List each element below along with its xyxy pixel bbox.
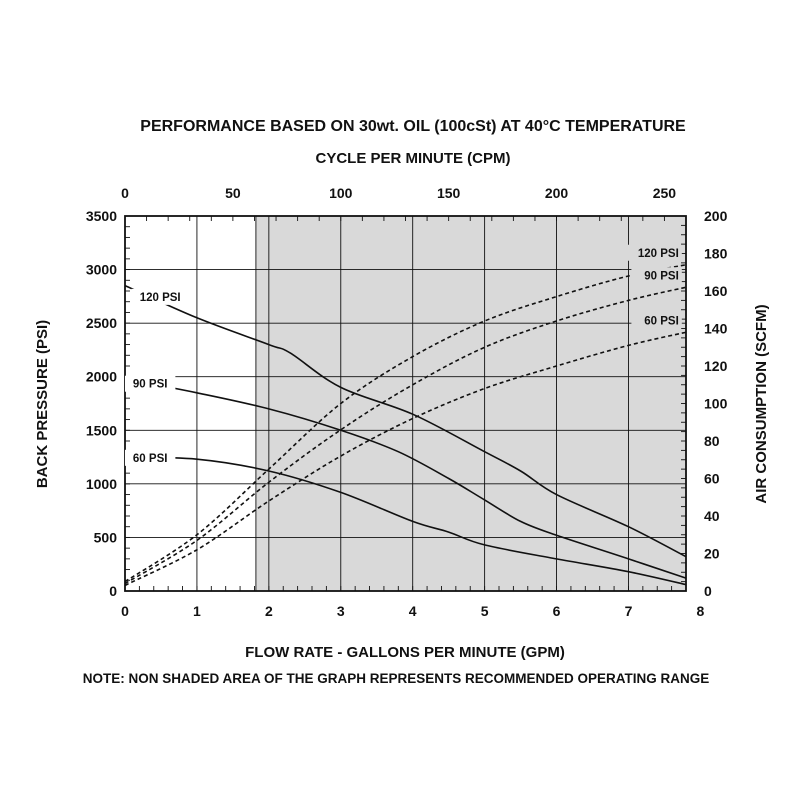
y-tick-label: 3000 xyxy=(86,262,117,278)
y2-tick-label: 60 xyxy=(704,471,720,487)
y2-tick-label: 80 xyxy=(704,433,720,449)
y-tick-label: 1000 xyxy=(86,476,117,492)
x2-tick-label: 100 xyxy=(329,185,353,201)
y2-tick-label: 40 xyxy=(704,508,720,524)
y2-tick-label: 200 xyxy=(704,208,728,224)
x-tick-label: 8 xyxy=(696,603,704,619)
curve-label: 90 PSI xyxy=(644,270,679,282)
x2-tick-label: 150 xyxy=(437,185,461,201)
x2-tick-label: 200 xyxy=(545,185,569,201)
curve-label-bg xyxy=(631,267,682,284)
x2-tick-label: 0 xyxy=(121,185,129,201)
y-tick-label: 2500 xyxy=(86,315,117,331)
x-tick-label: 1 xyxy=(193,603,201,619)
back-pressure-curve-60-psi xyxy=(124,456,687,586)
shaded-region xyxy=(255,216,686,591)
x-tick-label: 3 xyxy=(337,603,345,619)
y2-tick-label: 120 xyxy=(704,358,728,374)
y2-tick-label: 180 xyxy=(704,246,728,262)
back-pressure-curve-90-psi xyxy=(124,378,687,579)
curve-label-bg xyxy=(124,449,176,466)
chart-title: PERFORMANCE BASED ON 30wt. OIL (100cSt) … xyxy=(140,118,686,135)
y2-tick-label: 20 xyxy=(704,546,720,562)
curve-label: 120 PSI xyxy=(638,248,679,260)
x2-tick-label: 250 xyxy=(653,185,677,201)
x-tick-label: 6 xyxy=(553,603,561,619)
y-tick-label: 1500 xyxy=(86,422,117,438)
x2-tick-label: 50 xyxy=(225,185,241,201)
y-tick-label: 0 xyxy=(109,583,117,599)
y-tick-label: 500 xyxy=(94,529,118,545)
curve-label: 120 PSI xyxy=(140,292,181,304)
y2-tick-label: 140 xyxy=(704,321,728,337)
left-axis-title: BACK PRESSURE (PSI) xyxy=(34,320,51,488)
air-consumption-curve-90-psi xyxy=(124,286,687,585)
air-consumption-curve-120-psi xyxy=(124,264,687,583)
y-tick-label: 2000 xyxy=(86,369,117,385)
plot-area: 0 1 2 3 4 5 6 7 80 50 100 150 200 2500500100015002000… xyxy=(86,185,728,619)
y2-tick-label: 160 xyxy=(704,283,728,299)
x-tick-label: 4 xyxy=(409,603,417,619)
x-tick-label: 7 xyxy=(625,603,633,619)
curve-label: 60 PSI xyxy=(133,453,168,465)
air-consumption-curve-60-psi xyxy=(124,331,687,587)
right-axis-title: AIR CONSUMPTION (SCFM) xyxy=(753,304,770,503)
top-axis-title: CYCLE PER MINUTE (CPM) xyxy=(316,150,511,167)
curve-label: 60 PSI xyxy=(644,315,679,327)
back-pressure-curve-120-psi xyxy=(124,284,687,558)
bottom-axis-title: FLOW RATE - GALLONS PER MINUTE (GPM) xyxy=(245,644,565,661)
chart-note: NOTE: NON SHADED AREA OF THE GRAPH REPRE… xyxy=(83,671,710,686)
curve-label: 90 PSI xyxy=(133,379,168,391)
x-tick-label: 5 xyxy=(481,603,489,619)
curve-label-bg xyxy=(631,312,682,329)
curve-label-bg xyxy=(124,375,176,392)
y-tick-label: 3500 xyxy=(86,208,117,224)
curve-label-bg xyxy=(131,288,190,305)
x-tick-label: 0 xyxy=(121,603,129,619)
y2-tick-label: 100 xyxy=(704,396,728,412)
curve-label-bg xyxy=(624,244,682,261)
x-tick-label: 2 xyxy=(265,603,273,619)
y2-tick-label: 0 xyxy=(704,583,712,599)
